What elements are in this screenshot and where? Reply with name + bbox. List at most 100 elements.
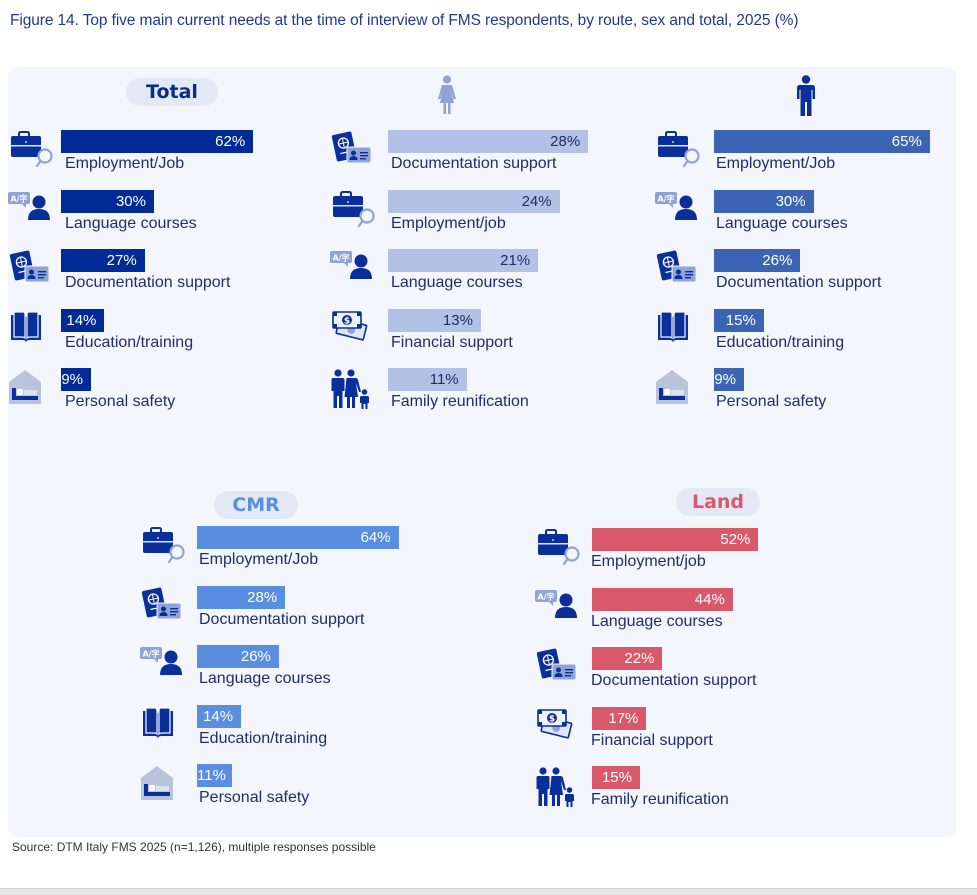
category-label: Employment/job [591,553,706,570]
bar-row-personal-safety: 11% Personal safety [140,764,480,824]
category-label: Documentation support [199,610,365,628]
bar-family-reunification: 15% [592,766,640,789]
family-icon [535,766,583,810]
data-label: 24% [521,192,552,210]
category-label: Family reunification [391,393,529,410]
bar-row-documentation-support: 26% Documentation support [655,249,977,309]
language-person-icon: A/字 [8,190,56,234]
briefcase-search-icon [140,526,188,570]
briefcase-search-icon [655,130,703,174]
data-label: 65% [891,133,922,150]
data-label: 14% [66,311,97,329]
data-label: 13% [442,311,473,329]
bar-documentation-support: 26% [714,249,801,272]
svg-text:A/字: A/字 [142,649,159,659]
data-label: 64% [360,529,391,546]
category-label: Language courses [65,214,197,232]
data-label: 62% [215,133,246,150]
data-label: 30% [775,192,806,210]
house-bed-icon [655,368,703,412]
panel-header-total: Total [126,78,218,106]
banknotes-icon: $ [330,309,378,353]
bar-row-employment-job: 64% Employment/Job [140,526,480,586]
svg-text:A/字: A/字 [657,193,674,203]
svg-text:A/字: A/字 [10,193,27,203]
category-label: Family reunification [591,791,729,808]
bar-family-reunification: 11% [388,368,467,391]
language-person-icon: A/字 [655,190,703,234]
data-label: 21% [500,252,531,269]
passport-id-icon [655,249,703,293]
category-label: Documentation support [716,274,882,291]
bar-education-training: 14% [197,704,242,728]
bar-employment-job: 62% [61,130,254,153]
bar-row-language-courses: A/字 30% Language courses [655,189,977,250]
bar-language-courses: 30% [714,189,814,213]
bar-documentation-support: 28% [197,585,286,609]
bar-row-documentation-support: 28% Documentation support [330,130,670,190]
category-label: Language courses [591,612,723,630]
data-label: 9% [61,371,83,388]
passport-id-icon [535,647,583,691]
data-label: 11% [197,767,226,784]
bar-employment-job: 24% [388,189,560,213]
category-label: Personal safety [65,393,176,410]
category-label: Personal safety [199,789,310,806]
bar-education-training: 14% [61,308,105,332]
bar-row-employment-job: 52% Employment/job [535,528,875,588]
house-bed-icon [8,368,56,412]
data-label: 11% [429,371,459,388]
category-label: Education/training [716,333,845,351]
bar-financial-support: 13% [388,308,481,332]
bar-row-language-courses: A/字 30% Language courses [8,189,348,250]
bar-row-documentation-support: 27% Documentation support [8,249,348,309]
language-person-icon: A/字 [535,588,583,632]
bar-personal-safety: 9% [61,368,91,391]
category-label: Employment/Job [716,155,836,172]
bar-documentation-support: 27% [61,249,145,272]
data-label: 15% [601,769,632,786]
svg-text:A/字: A/字 [537,591,554,601]
briefcase-search-icon [535,528,583,572]
bar-language-courses: 44% [592,587,733,611]
bar-documentation-support: 28% [388,130,589,153]
category-label: Documentation support [65,274,231,291]
bar-row-employment-job: 62% Employment/Job [8,130,348,190]
bar-language-courses: 30% [61,189,154,213]
figure-title: Figure 14. Top five main current needs a… [10,12,799,29]
bar-education-training: 15% [714,308,764,332]
man-icon [793,75,819,117]
language-person-icon: A/字 [140,645,188,689]
bar-row-financial-support: $17% Financial support [535,706,875,767]
bar-employment-job: 65% [714,130,930,153]
language-person-icon: A/字 [330,249,378,293]
data-label: 26% [762,252,793,269]
family-icon [330,368,378,412]
data-label: 44% [694,590,725,608]
data-label: 52% [720,531,751,548]
bar-language-courses: 26% [197,645,279,668]
svg-text:A/字: A/字 [332,253,349,263]
category-label: Financial support [591,731,713,749]
bar-financial-support: 17% [592,706,647,730]
svg-text:$: $ [549,714,555,724]
page-divider [0,888,977,895]
category-label: Employment/Job [199,551,319,568]
bar-language-courses: 21% [388,249,539,272]
open-book-icon [140,705,188,749]
category-label: Language courses [199,670,331,687]
category-label: Language courses [391,274,523,291]
panel-header-cmr: CMR [214,491,298,519]
svg-text:$: $ [344,316,350,326]
woman-icon [434,75,460,115]
source-note: Source: DTM Italy FMS 2025 (n=1,126), mu… [12,840,376,854]
category-label: Documentation support [391,155,557,172]
category-label: Employment/Job [65,155,185,172]
category-label: Documentation support [591,672,757,689]
panel-header-land: Land [676,488,760,516]
bar-row-family-reunification: 15% Family reunification [535,766,875,826]
banknotes-icon: $ [535,707,583,751]
bar-row-language-courses: A/字 44% Language courses [535,587,875,648]
bar-row-language-courses: A/字 26% Language courses [140,645,480,705]
bar-row-documentation-support: 22% Documentation support [535,647,875,707]
